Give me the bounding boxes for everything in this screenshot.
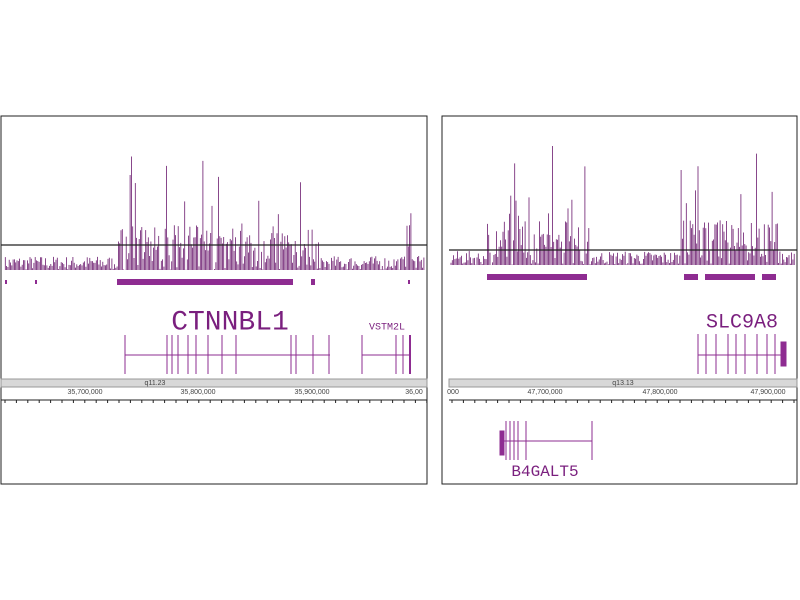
gene-label: SLC9A8 bbox=[706, 311, 778, 334]
gene-model bbox=[499, 421, 593, 460]
panel-right: SLC9A8 q13.13 000 47,700,000 47,800,000 … bbox=[441, 115, 798, 485]
signal-track bbox=[3, 156, 425, 270]
band-label: q11.23 bbox=[145, 380, 166, 387]
panel-left: CTNNBL1 VSTM2L q11.23 35,700,000 35,800,… bbox=[0, 115, 428, 485]
peak-calls bbox=[5, 279, 410, 285]
gene-label: CTNNBL1 bbox=[171, 307, 289, 338]
gene-model bbox=[124, 335, 411, 374]
coord-label: 000 bbox=[447, 389, 459, 396]
panel-frame bbox=[441, 115, 798, 485]
coord-label: 47,900,000 bbox=[750, 389, 785, 396]
gene-label: B4GALT5 bbox=[511, 463, 578, 481]
ideogram bbox=[0, 378, 428, 388]
panel-frame bbox=[0, 115, 428, 485]
coord-label: 35,700,000 bbox=[67, 389, 102, 396]
coord-label: 35,800,000 bbox=[180, 389, 215, 396]
coord-label: 47,800,000 bbox=[642, 389, 677, 396]
ruler-ticks bbox=[451, 400, 795, 403]
coord-label: 35,900,000 bbox=[294, 389, 329, 396]
ruler-ticks bbox=[4, 400, 428, 403]
ideogram bbox=[448, 378, 798, 388]
gene-model bbox=[697, 334, 787, 374]
band-label: q13.13 bbox=[612, 380, 634, 387]
coord-label: 36,00 bbox=[405, 389, 423, 396]
gene-label: VSTM2L bbox=[369, 323, 405, 334]
coord-label: 47,700,000 bbox=[527, 389, 562, 396]
peak-calls bbox=[487, 274, 776, 280]
signal-track bbox=[450, 146, 795, 265]
